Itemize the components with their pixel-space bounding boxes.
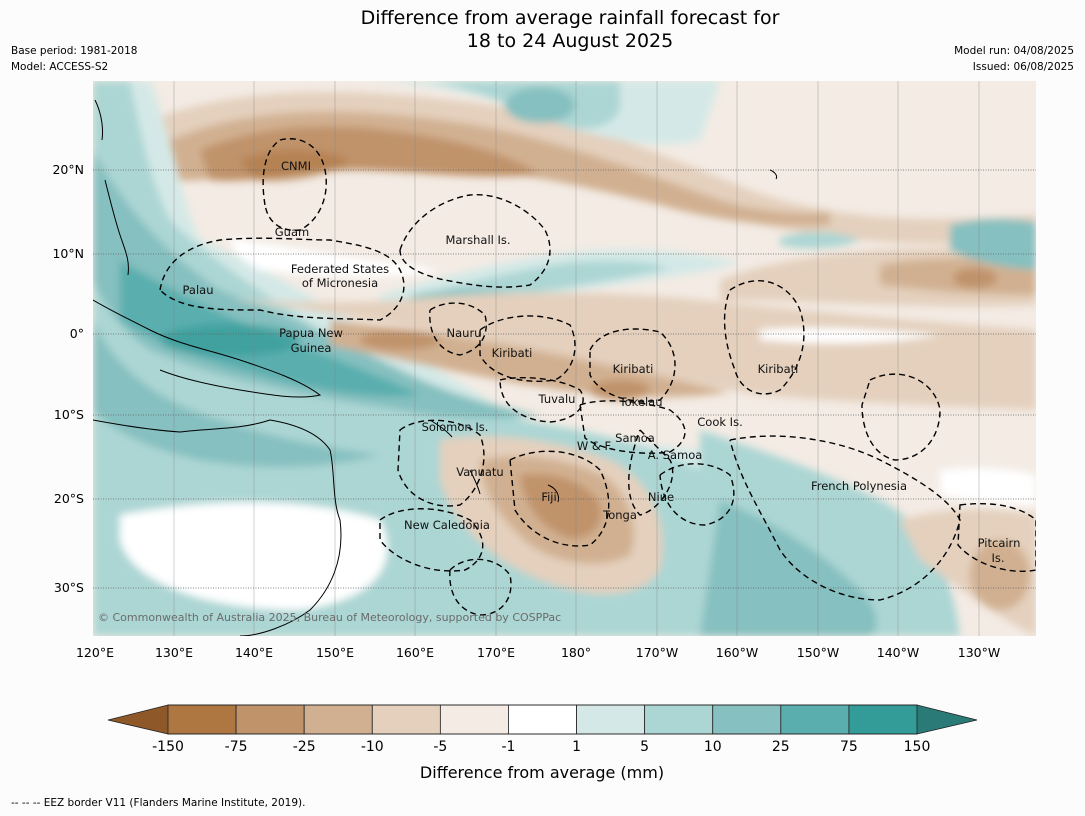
label-kiribati-east: Kiribati [758,362,799,376]
label-fsm-2: of Micronesia [302,276,378,290]
label-tokelau: Tokelau [619,395,663,409]
rainfall-field: CNMI Guam Marshall Is. Federated States … [93,81,1036,636]
y-axis-ticks: 20°N 10°N 0° 10°S 20°S 30°S [52,162,84,595]
colorbar-tick-label: -25 [293,739,316,755]
x-tick-label: 140°W [877,645,919,660]
latitude-grid [93,169,1036,589]
map-title: Difference from average rainfall forecas… [0,7,1085,53]
colorbar-outline [107,704,978,735]
coastlines [93,99,778,636]
label-tuvalu: Tuvalu [538,392,576,406]
y-tick-label: 20°N [52,162,84,177]
colorbar-under-arrow [108,705,168,734]
colorbar-swatch [371,704,441,735]
eez-borders [159,138,1036,616]
colorbar-tick-label: 1 [572,739,581,755]
colorbar-swatch [780,704,850,735]
label-wf: W & F [577,439,611,453]
label-niue: Niue [648,490,674,504]
colorbar: -150 -75 -25 -10 -5 -1 1 5 10 25 75 150 Difference … [107,704,978,782]
colorbar-over-arrow [917,705,977,734]
x-tick-label: 130°E [155,645,193,660]
x-tick-label: 120°E [76,645,114,660]
x-tick-label: 160°W [716,645,758,660]
x-tick-label: 130°W [958,645,1000,660]
label-vanuatu: Vanuatu [456,465,503,479]
colorbar-tick-label: 75 [840,739,858,755]
colorbar-tick-label: -1 [501,739,515,755]
colorbar-swatch [712,704,782,735]
y-tick-label: 10°S [54,407,84,422]
colorbar-title: Difference from average (mm) [420,763,664,782]
issued-date: Issued: 06/08/2025 [972,61,1074,73]
base-info: Base period: 1981-2018 Model: ACCESS-S2 [11,43,137,75]
colorbar-swatch [303,704,373,735]
label-guam: Guam [275,225,309,239]
x-tick-label: 150°E [316,645,354,660]
model-run: Model run: 04/08/2025 [954,45,1074,57]
colorbar-swatch [508,704,577,735]
label-frpoly: French Polynesia [811,479,907,493]
label-kiribati-west: Kiribati [492,346,533,360]
label-cnmi: CNMI [281,159,311,173]
colorbar-tick-label: 10 [704,739,722,755]
label-tonga: Tonga [602,508,637,522]
x-tick-label: 180° [561,645,591,660]
model-name: Model: ACCESS-S2 [11,61,109,73]
colorbar-tick-label: 150 [904,739,931,755]
label-samoa: Samoa [615,431,655,445]
colorbar-swatch [576,704,646,735]
label-png-1: Papua New [279,326,343,340]
label-fiji: Fiji [541,490,556,504]
y-tick-label: 30°S [54,580,84,595]
colorbar-tick-label: 25 [772,739,790,755]
colorbar-swatch [439,704,509,735]
x-axis-ticks: 120°E 130°E 140°E 150°E 160°E 170°E 180° 170°W 1… [76,645,1000,660]
colorbar-swatch [235,704,305,735]
colorbar-tick-label: -75 [225,739,248,755]
place-labels: CNMI Guam Marshall Is. Federated States … [183,159,1021,565]
colorbar-tick-label: -5 [433,739,447,755]
title-line-2: 18 to 24 August 2025 [466,30,674,52]
label-asamoa: A. Samoa [648,448,703,462]
label-pitcairn-1: Pitcairn [978,536,1021,550]
label-solomon: Solomon Is. [422,420,489,434]
colorbar-swatch [167,704,237,735]
label-pitcairn-2: Is. [991,551,1004,565]
colorbar-tick-label: -150 [152,739,184,755]
label-marshall: Marshall Is. [445,233,510,247]
base-period: Base period: 1981-2018 [11,45,138,57]
label-palau: Palau [183,283,214,297]
label-cook: Cook Is. [697,415,742,429]
longitude-grid [173,81,980,636]
x-tick-label: 170°E [477,645,515,660]
label-nauru: Nauru [447,326,482,340]
eez-footnote: -- -- -- EEZ border V11 (Flanders Marine… [11,797,306,809]
x-tick-label: 160°E [396,645,434,660]
x-tick-label: 170°W [636,645,678,660]
colorbar-swatch [848,704,918,735]
label-fsm-1: Federated States [291,262,389,276]
copyright-notice: © Commonwealth of Australia 2025, Bureau… [98,611,561,624]
run-info: Model run: 04/08/2025 Issued: 06/08/2025 [954,43,1074,75]
colorbar-tick-label: -10 [361,739,384,755]
colorbar-tick-label: 5 [640,739,649,755]
label-png-2: Guinea [291,341,332,355]
label-kiribati-central: Kiribati [613,362,654,376]
colorbar-swatch [644,704,714,735]
title-line-1: Difference from average rainfall forecas… [360,7,780,29]
y-tick-label: 10°N [52,246,84,261]
x-tick-label: 150°W [797,645,839,660]
label-newcal: New Caledonia [404,518,490,532]
y-tick-label: 20°S [54,491,84,506]
y-tick-label: 0° [70,326,84,341]
x-tick-label: 140°E [235,645,273,660]
